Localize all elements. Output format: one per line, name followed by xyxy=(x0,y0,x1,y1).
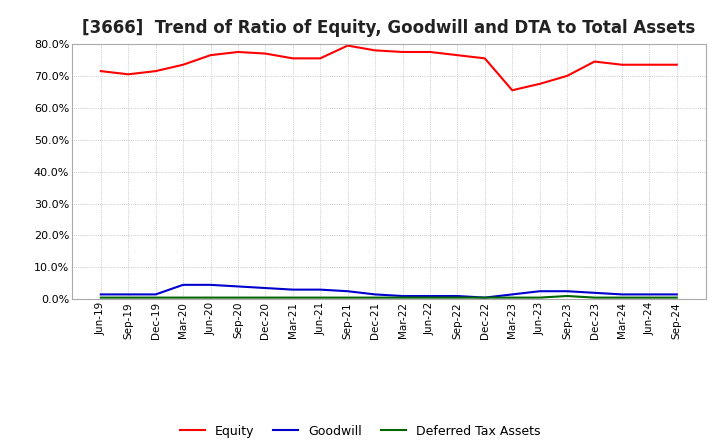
Equity xyxy=(124,72,132,77)
Goodwill xyxy=(124,292,132,297)
Equity xyxy=(480,56,489,61)
Goodwill xyxy=(371,292,379,297)
Equity xyxy=(261,51,270,56)
Goodwill xyxy=(590,290,599,296)
Goodwill xyxy=(398,293,407,299)
Goodwill xyxy=(96,292,105,297)
Deferred Tax Assets xyxy=(179,295,187,300)
Goodwill xyxy=(426,293,434,299)
Goodwill xyxy=(179,282,187,287)
Equity xyxy=(179,62,187,67)
Goodwill xyxy=(343,289,352,294)
Goodwill xyxy=(289,287,297,292)
Equity xyxy=(645,62,654,67)
Equity xyxy=(151,69,160,74)
Deferred Tax Assets xyxy=(233,295,242,300)
Deferred Tax Assets xyxy=(453,295,462,300)
Equity xyxy=(371,48,379,53)
Deferred Tax Assets xyxy=(124,295,132,300)
Deferred Tax Assets xyxy=(480,295,489,300)
Line: Goodwill: Goodwill xyxy=(101,285,677,297)
Deferred Tax Assets xyxy=(289,295,297,300)
Goodwill xyxy=(261,286,270,291)
Legend: Equity, Goodwill, Deferred Tax Assets: Equity, Goodwill, Deferred Tax Assets xyxy=(175,420,545,440)
Equity xyxy=(453,52,462,58)
Equity xyxy=(618,62,626,67)
Equity xyxy=(398,49,407,55)
Deferred Tax Assets xyxy=(261,295,270,300)
Goodwill xyxy=(480,295,489,300)
Goodwill xyxy=(233,284,242,289)
Equity xyxy=(508,88,516,93)
Equity xyxy=(96,69,105,74)
Deferred Tax Assets xyxy=(590,295,599,300)
Equity xyxy=(563,73,572,78)
Equity xyxy=(536,81,544,87)
Equity xyxy=(590,59,599,64)
Deferred Tax Assets xyxy=(371,295,379,300)
Deferred Tax Assets xyxy=(536,295,544,300)
Deferred Tax Assets xyxy=(426,295,434,300)
Equity xyxy=(289,56,297,61)
Equity xyxy=(206,52,215,58)
Deferred Tax Assets xyxy=(508,295,516,300)
Equity xyxy=(672,62,681,67)
Equity xyxy=(343,43,352,48)
Deferred Tax Assets xyxy=(96,295,105,300)
Equity xyxy=(316,56,325,61)
Goodwill xyxy=(508,292,516,297)
Deferred Tax Assets xyxy=(645,295,654,300)
Goodwill xyxy=(316,287,325,292)
Deferred Tax Assets xyxy=(343,295,352,300)
Deferred Tax Assets xyxy=(398,295,407,300)
Deferred Tax Assets xyxy=(206,295,215,300)
Equity xyxy=(233,49,242,55)
Goodwill xyxy=(645,292,654,297)
Goodwill xyxy=(536,289,544,294)
Line: Equity: Equity xyxy=(101,46,677,90)
Equity xyxy=(426,49,434,55)
Deferred Tax Assets xyxy=(672,295,681,300)
Deferred Tax Assets xyxy=(151,295,160,300)
Goodwill xyxy=(151,292,160,297)
Line: Deferred Tax Assets: Deferred Tax Assets xyxy=(101,296,677,297)
Goodwill xyxy=(206,282,215,287)
Goodwill xyxy=(672,292,681,297)
Deferred Tax Assets xyxy=(563,293,572,299)
Goodwill xyxy=(618,292,626,297)
Goodwill xyxy=(563,289,572,294)
Goodwill xyxy=(453,293,462,299)
Deferred Tax Assets xyxy=(316,295,325,300)
Title: [3666]  Trend of Ratio of Equity, Goodwill and DTA to Total Assets: [3666] Trend of Ratio of Equity, Goodwil… xyxy=(82,19,696,37)
Deferred Tax Assets xyxy=(618,295,626,300)
